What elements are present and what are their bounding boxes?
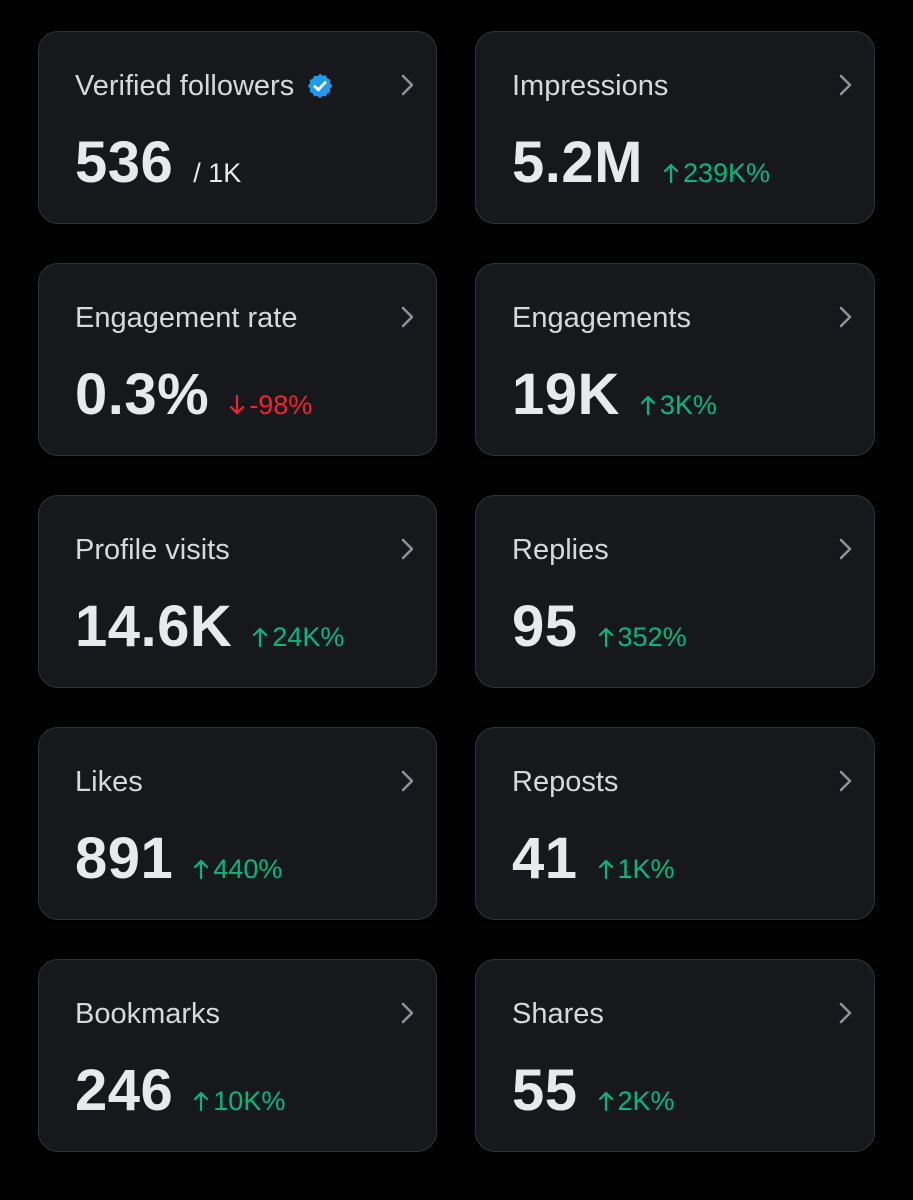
metric-title: Engagements <box>512 302 691 334</box>
metric-change: 24K% <box>252 622 344 653</box>
chevron-right-icon <box>839 74 852 96</box>
metric-change-value: 239K% <box>682 158 771 188</box>
metric-change-value: 352% <box>617 622 687 652</box>
arrow-up-icon <box>598 1091 613 1112</box>
metric-value-row: 41 1K% <box>512 824 675 894</box>
metric-change: 2K% <box>598 1086 675 1117</box>
metric-value: 41 <box>512 826 578 891</box>
metric-change: 1K% <box>598 854 675 885</box>
chevron-right-icon <box>401 306 414 328</box>
metric-change: 3K% <box>640 390 717 421</box>
metric-card-verified-followers[interactable]: Verified followers 536 / 1K <box>38 31 437 224</box>
metric-change-value: 24K% <box>272 622 345 652</box>
metric-value: 536 <box>75 130 174 195</box>
metric-value-row: 0.3% -98% <box>75 360 312 430</box>
metric-value-row: 55 2K% <box>512 1056 675 1126</box>
metric-change-value: 440% <box>213 854 283 884</box>
metric-value-row: 246 10K% <box>75 1056 285 1126</box>
chevron-right-icon <box>401 74 414 96</box>
metric-card-profile-visits[interactable]: Profile visits 14.6K 24K% <box>38 495 437 688</box>
metric-value: 95 <box>512 594 578 659</box>
metric-goal: / 1K <box>193 158 242 188</box>
arrow-down-icon <box>230 394 245 415</box>
chevron-right-icon <box>839 770 852 792</box>
metric-value: 55 <box>512 1058 578 1123</box>
metric-change: 352% <box>598 622 687 653</box>
chevron-right-icon <box>839 1002 852 1024</box>
metric-change: -98% <box>229 390 312 421</box>
metric-card-engagements[interactable]: Engagements 19K 3K% <box>475 263 875 456</box>
metric-value: 246 <box>75 1058 174 1123</box>
metric-title: Engagement rate <box>75 302 298 334</box>
metric-change-value: -98% <box>249 390 313 420</box>
metric-title: Profile visits <box>75 534 230 566</box>
metric-title-label: Verified followers <box>75 70 295 102</box>
metric-value: 5.2M <box>512 130 643 195</box>
metric-title: Impressions <box>512 70 669 102</box>
metrics-grid: Verified followers 536 / 1K Impressions … <box>38 31 875 1152</box>
metric-card-engagement-rate[interactable]: Engagement rate 0.3% -98% <box>38 263 437 456</box>
metric-card-likes[interactable]: Likes 891 440% <box>38 727 437 920</box>
arrow-up-icon <box>598 859 613 880</box>
arrow-up-icon <box>194 859 209 880</box>
metric-value: 19K <box>512 362 620 427</box>
chevron-right-icon <box>839 538 852 560</box>
metric-value-row: 95 352% <box>512 592 687 662</box>
metric-title: Reposts <box>512 766 619 798</box>
metric-value-row: 891 440% <box>75 824 282 894</box>
chevron-right-icon <box>401 770 414 792</box>
chevron-right-icon <box>401 538 414 560</box>
metric-change: 10K% <box>193 1086 285 1117</box>
metric-title: Bookmarks <box>75 998 221 1030</box>
metric-card-reposts[interactable]: Reposts 41 1K% <box>475 727 875 920</box>
metric-change-value: 1K% <box>617 854 675 884</box>
chevron-right-icon <box>839 306 852 328</box>
metric-value: 14.6K <box>75 594 233 659</box>
metric-change-value: 3K% <box>659 390 717 420</box>
metric-card-shares[interactable]: Shares 55 2K% <box>475 959 875 1152</box>
verified-badge-icon <box>307 73 333 99</box>
arrow-up-icon <box>253 627 268 648</box>
chevron-right-icon <box>401 1002 414 1024</box>
metric-card-impressions[interactable]: Impressions 5.2M 239K% <box>475 31 875 224</box>
metric-change-value: 2K% <box>617 1086 675 1116</box>
arrow-up-icon <box>663 163 679 184</box>
metric-value: 891 <box>75 826 174 891</box>
arrow-up-icon <box>640 395 656 416</box>
metric-change: 239K% <box>663 158 770 189</box>
metric-title: Shares <box>512 998 604 1030</box>
metric-value-row: 5.2M 239K% <box>512 128 770 198</box>
metric-change-value: 10K% <box>213 1086 286 1116</box>
metric-value-row: 536 / 1K <box>75 128 241 198</box>
metric-value: 0.3% <box>75 362 210 427</box>
metric-change: 440% <box>193 854 282 885</box>
arrow-up-icon <box>598 627 613 648</box>
metric-title: Verified followers <box>75 68 334 104</box>
metric-card-replies[interactable]: Replies 95 352% <box>475 495 875 688</box>
metric-value-row: 14.6K 24K% <box>75 592 344 662</box>
arrow-up-icon <box>194 1091 209 1112</box>
metric-card-bookmarks[interactable]: Bookmarks 246 10K% <box>38 959 437 1152</box>
metric-title: Replies <box>512 534 609 566</box>
metric-value-row: 19K 3K% <box>512 360 717 430</box>
metric-title: Likes <box>75 766 143 798</box>
